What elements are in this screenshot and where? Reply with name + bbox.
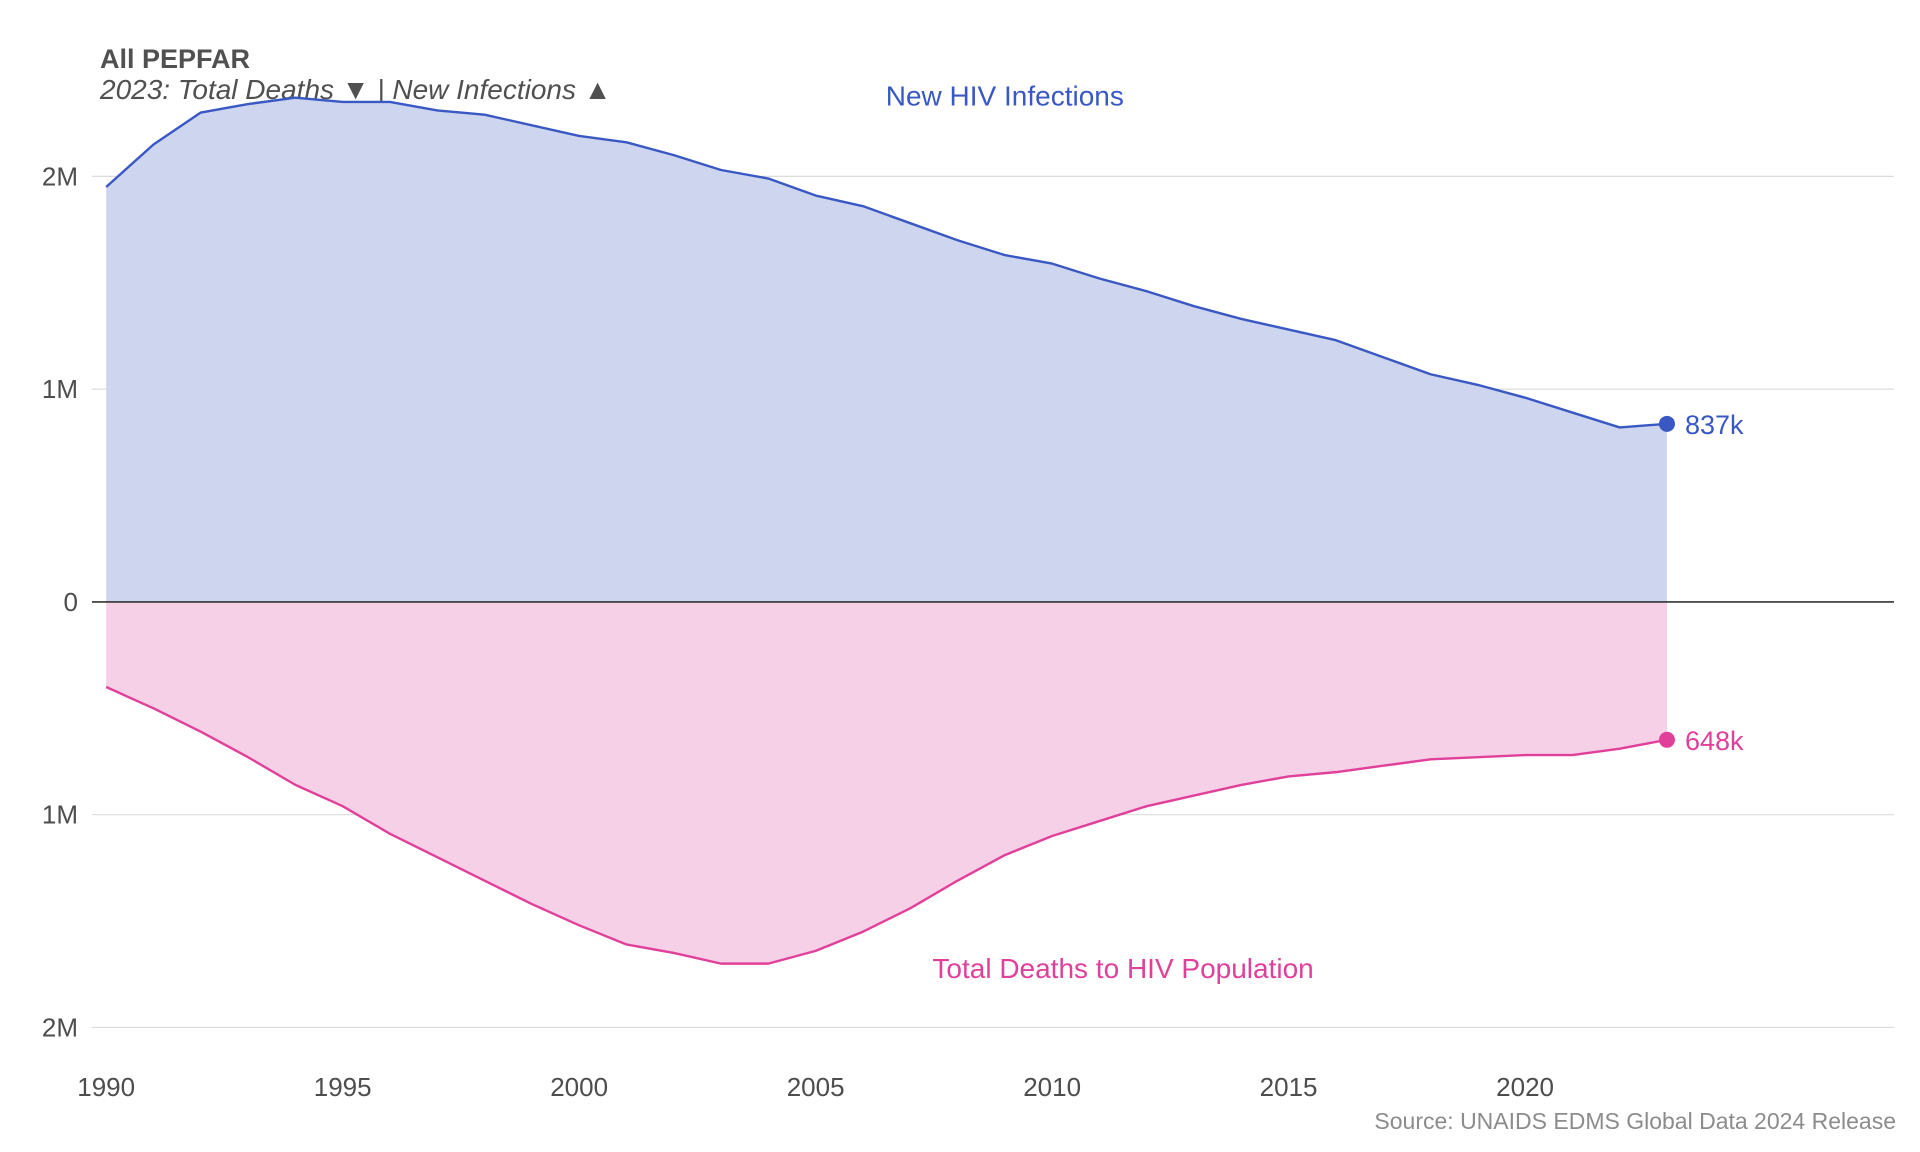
series-annotation: Total Deaths to HIV Population	[932, 953, 1313, 984]
x-axis-ticks: 1990 1995 2000 2005 2010 2015 2020	[77, 1072, 1554, 1102]
series-annotation: New HIV Infections	[886, 81, 1124, 112]
x-tick-label: 1990	[77, 1072, 135, 1102]
y-tick-label: 2M	[42, 1012, 78, 1042]
end-point-markers: 837k 648k	[1658, 410, 1744, 756]
line-series-1	[105, 96, 1668, 429]
y-tick-label: 0	[64, 587, 78, 617]
area-series-1	[106, 97, 1667, 602]
chart-areas	[106, 97, 1667, 964]
chart-subtitle: 2023: Total Deaths ▼ | New Infections ▲	[100, 74, 612, 105]
x-tick-label: 2020	[1496, 1072, 1554, 1102]
chart-lines	[105, 96, 1668, 965]
y-axis-ticks: 2M 1M 0 1M 2M	[42, 161, 78, 1042]
end-value-label: 837k	[1685, 410, 1744, 440]
chart-title: All PEPFAR	[100, 44, 251, 74]
end-value-label: 648k	[1685, 726, 1744, 756]
end-point-marker	[1658, 415, 1675, 432]
area-series-2	[106, 601, 1667, 964]
line-series-2	[105, 685, 1668, 965]
x-tick-label: 2010	[1023, 1072, 1081, 1102]
x-tick-label: 2015	[1260, 1072, 1318, 1102]
x-tick-label: 1995	[314, 1072, 372, 1102]
y-tick-label: 1M	[42, 800, 78, 830]
y-tick-label: 1M	[42, 374, 78, 404]
x-tick-label: 2005	[787, 1072, 845, 1102]
x-tick-label: 2000	[550, 1072, 608, 1102]
chart-annotations: New HIV Infections Total Deaths to HIV Po…	[886, 81, 1314, 984]
source-note: Source: UNAIDS EDMS Global Data 2024 Rel…	[1374, 1108, 1896, 1134]
y-tick-label: 2M	[42, 161, 78, 191]
end-point-marker	[1658, 731, 1675, 748]
